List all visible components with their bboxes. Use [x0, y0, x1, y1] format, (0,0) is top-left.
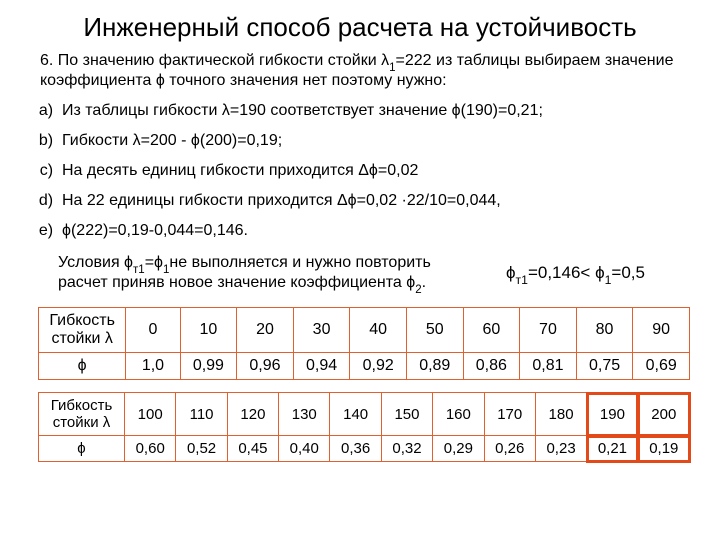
table2-lambda-4: 140: [330, 393, 381, 436]
table2-phi-5: 0,32: [381, 436, 432, 462]
table1-phi-8: 0,75: [576, 353, 633, 380]
table1-lambda-9: 90: [633, 308, 690, 353]
table2-phi-8: 0,23: [535, 436, 586, 462]
page-title: Инженерный способ расчета на устойчивост…: [30, 12, 690, 43]
table-row: ϕ 1,0 0,99 0,96 0,94 0,92 0,89 0,86 0,81…: [39, 353, 690, 380]
table2-row1-label: Гибкость стойки λ: [39, 393, 125, 436]
table1-lambda-2: 20: [237, 308, 294, 353]
table2-phi-6: 0,29: [433, 436, 484, 462]
table2-phi-1: 0,52: [176, 436, 227, 462]
table2-lambda-8: 180: [535, 393, 586, 436]
condition-text: Условия ϕт1=ϕ1не выполняется и нужно пов…: [58, 253, 478, 293]
table1-phi-0: 1,0: [126, 353, 180, 380]
table1-lambda-0: 0: [126, 308, 180, 353]
condition-value: ϕт1=0,146< ϕ1=0,5: [506, 263, 645, 283]
table1-phi-1: 0,99: [180, 353, 237, 380]
table1-lambda-1: 10: [180, 308, 237, 353]
table1-row2-label: ϕ: [39, 353, 126, 380]
table2-row2-label: ϕ: [39, 436, 125, 462]
table2-lambda-3: 130: [279, 393, 330, 436]
table2-lambda-2: 120: [227, 393, 278, 436]
table2-phi-0: 0,60: [125, 436, 176, 462]
step-a: Из таблицы гибкости λ=190 соответствует …: [62, 101, 690, 121]
table1-lambda-5: 50: [406, 308, 463, 353]
table2-lambda-10: 200: [638, 393, 689, 436]
table1-lambda-4: 40: [350, 308, 407, 353]
step-c: На десять единиц гибкости приходится Δϕ=…: [62, 161, 690, 181]
table2-phi-2: 0,45: [227, 436, 278, 462]
table2-lambda-7: 170: [484, 393, 535, 436]
table-2: Гибкость стойки λ 100 110 120 130 140 15…: [38, 392, 690, 462]
table-1: Гибкость стойки λ 0 10 20 30 40 50 60 70…: [38, 307, 690, 380]
table1-lambda-6: 60: [463, 308, 520, 353]
table2-lambda-1: 110: [176, 393, 227, 436]
table-row: ϕ 0,60 0,52 0,45 0,40 0,36 0,32 0,29 0,2…: [39, 436, 690, 462]
table1-lambda-8: 80: [576, 308, 633, 353]
table1-phi-3: 0,94: [293, 353, 350, 380]
table-row: Гибкость стойки λ 100 110 120 130 140 15…: [39, 393, 690, 436]
table1-phi-6: 0,86: [463, 353, 520, 380]
condition-row: Условия ϕт1=ϕ1не выполняется и нужно пов…: [58, 253, 690, 293]
steps-list: Из таблицы гибкости λ=190 соответствует …: [40, 101, 690, 241]
table2-lambda-9: 190: [587, 393, 638, 436]
table2-lambda-6: 160: [433, 393, 484, 436]
table1-lambda-7: 70: [520, 308, 577, 353]
step-d: На 22 единицы гибкости приходится Δϕ=0,0…: [62, 191, 690, 211]
table2-phi-10: 0,19: [638, 436, 689, 462]
step-b: Гибкости λ=200 - ϕ(200)=0,19;: [62, 131, 690, 151]
table2-phi-3: 0,40: [279, 436, 330, 462]
table2-phi-7: 0,26: [484, 436, 535, 462]
table2-lambda-5: 150: [381, 393, 432, 436]
table1-lambda-3: 30: [293, 308, 350, 353]
step-e: ϕ(222)=0,19-0,044=0,146.: [62, 221, 690, 241]
table1-phi-5: 0,89: [406, 353, 463, 380]
table1-row1-label: Гибкость стойки λ: [39, 308, 126, 353]
table1-phi-2: 0,96: [237, 353, 294, 380]
table-row: Гибкость стойки λ 0 10 20 30 40 50 60 70…: [39, 308, 690, 353]
table1-phi-4: 0,92: [350, 353, 407, 380]
table1-phi-7: 0,81: [520, 353, 577, 380]
table2-phi-4: 0,36: [330, 436, 381, 462]
table1-phi-9: 0,69: [633, 353, 690, 380]
intro-paragraph: 6. По значению фактической гибкости стой…: [40, 51, 690, 91]
table2-phi-9: 0,21: [587, 436, 638, 462]
table2-lambda-0: 100: [125, 393, 176, 436]
